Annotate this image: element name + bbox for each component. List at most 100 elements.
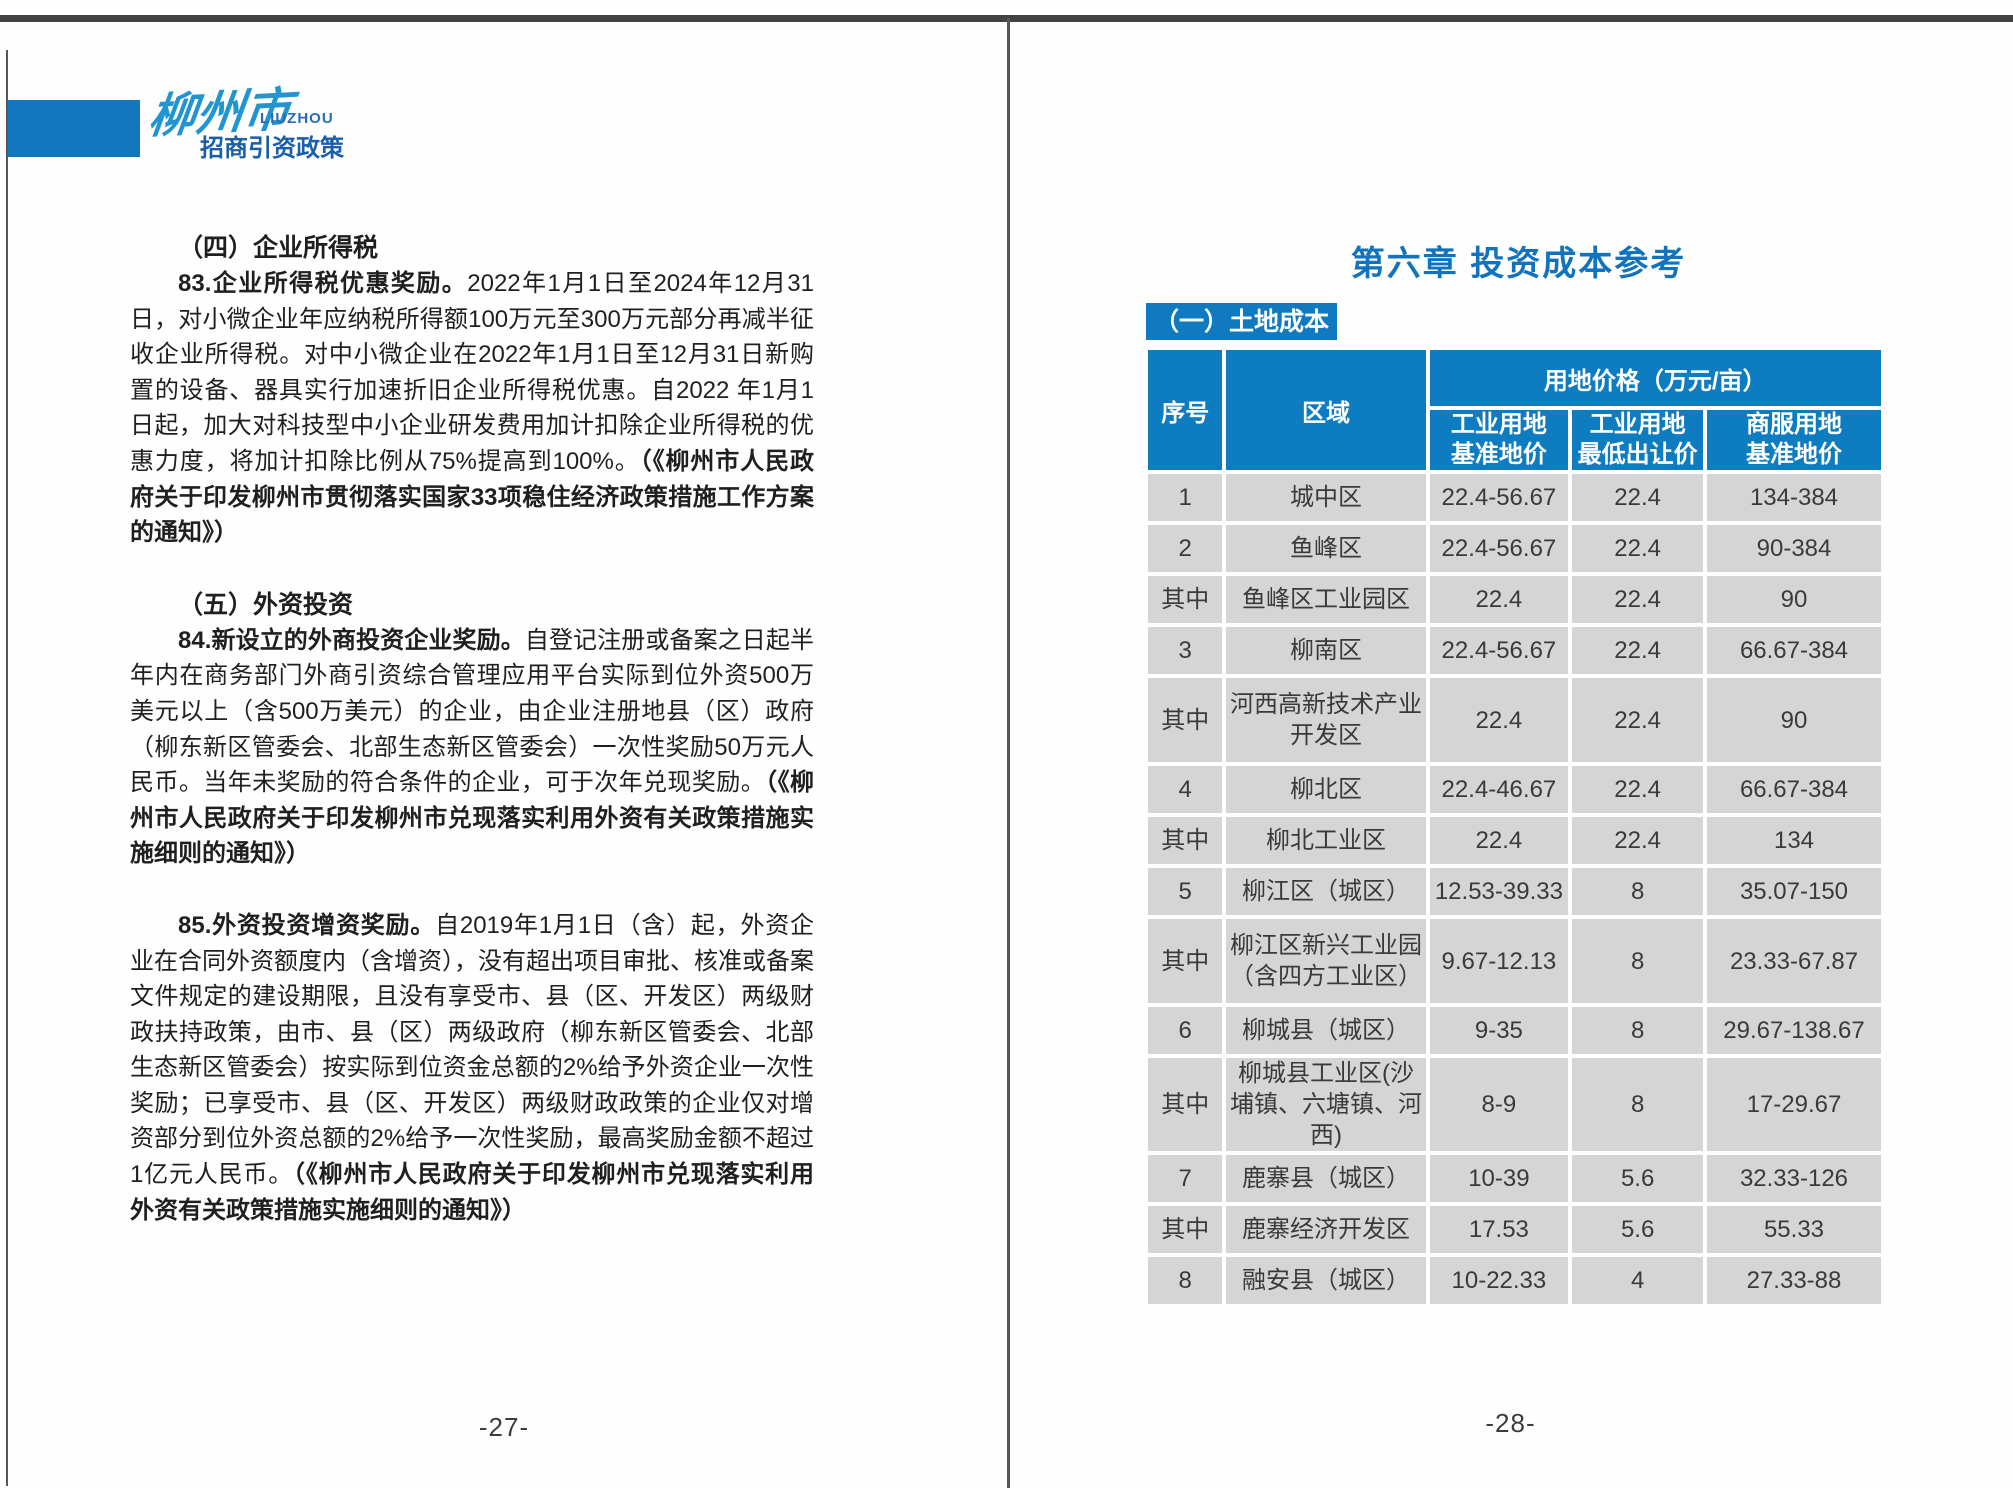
liuzhou-logo: 柳州市 LIUZHOU 招商引资政策: [8, 84, 348, 166]
para83-lead: 83.企业所得税优惠奖励。: [178, 270, 468, 297]
para84-citation: （《柳州市人民政府关于印发柳州市兑现落实利用外资有关政策措施实施细则的通知》）: [130, 769, 814, 868]
cell-seq: 其中: [1148, 919, 1223, 1003]
section-heading-4: （四）企业所得税: [178, 234, 379, 262]
cell-seq: 8: [1148, 1257, 1223, 1304]
cell-region: 融安县（城区）: [1226, 1257, 1426, 1304]
table-header-row-2: 工业用地 基准地价 工业用地 最低出让价 商服用地 基准地价: [1148, 410, 1881, 470]
cell-industrial-base: 22.4-46.67: [1429, 766, 1569, 813]
cell-commercial-base: 90-384: [1706, 525, 1881, 572]
logo-blue-rectangle: [8, 100, 140, 157]
cell-commercial-base: 35.07-150: [1706, 868, 1881, 915]
cell-commercial-base: 32.33-126: [1706, 1155, 1881, 1202]
cell-seq: 2: [1148, 525, 1223, 572]
cell-industrial-min: 4: [1572, 1257, 1703, 1304]
page-divider-line: [1007, 18, 1010, 1488]
cell-region: 柳南区: [1226, 627, 1426, 674]
cell-region: 鹿寨县（城区）: [1226, 1155, 1426, 1202]
cell-industrial-min: 8: [1572, 919, 1703, 1003]
cell-region: 柳城县工业区(沙埔镇、六塘镇、河西): [1226, 1058, 1426, 1151]
cell-seq: 6: [1148, 1007, 1223, 1054]
cell-industrial-base: 22.4-56.67: [1429, 525, 1569, 572]
table-row: 2 鱼峰区 22.4-56.67 22.4 90-384: [1148, 525, 1881, 572]
cell-industrial-min: 5.6: [1572, 1206, 1703, 1253]
cell-industrial-base: 10-22.33: [1429, 1257, 1569, 1304]
cell-region: 鹿寨经济开发区: [1226, 1206, 1426, 1253]
table-row: 4 柳北区 22.4-46.67 22.4 66.67-384: [1148, 766, 1881, 813]
table-row: 7 鹿寨县（城区） 10-39 5.6 32.33-126: [1148, 1155, 1881, 1202]
cell-industrial-base: 12.53-39.33: [1429, 868, 1569, 915]
paragraph-83: 83.企业所得税优惠奖励。2022年1月1日至2024年12月31日，对小微企业…: [130, 266, 814, 551]
left-page-content: （四）企业所得税 83.企业所得税优惠奖励。2022年1月1日至2024年12月…: [130, 230, 814, 1228]
cell-industrial-base: 22.4: [1429, 678, 1569, 762]
cell-industrial-min: 22.4: [1572, 678, 1703, 762]
cell-commercial-base: 29.67-138.67: [1706, 1007, 1881, 1054]
cell-region: 鱼峰区: [1226, 525, 1426, 572]
cell-commercial-base: 134-384: [1706, 474, 1881, 521]
table-row: 8 融安县（城区） 10-22.33 4 27.33-88: [1148, 1257, 1881, 1304]
para85-citation: （《柳州市人民政府关于印发柳州市兑现落实利用外资有关政策措施实施细则的通知》）: [130, 1161, 814, 1224]
table-row: 5 柳江区（城区） 12.53-39.33 8 35.07-150: [1148, 868, 1881, 915]
header-region: 区域: [1226, 350, 1426, 470]
para85-body: 自2019年1月1日（含）起，外资企业在合同外资额度内（含增资），没有超出项目审…: [130, 911, 814, 1189]
cell-commercial-base: 66.67-384: [1706, 627, 1881, 674]
cell-industrial-min: 8: [1572, 1007, 1703, 1054]
para83-body: 2022年1月1日至2024年12月31日，对小微企业年应纳税所得额100万元至…: [130, 270, 814, 475]
cell-commercial-base: 66.67-384: [1706, 766, 1881, 813]
header-seq: 序号: [1148, 350, 1223, 470]
cell-industrial-min: 8: [1572, 868, 1703, 915]
cell-seq: 其中: [1148, 678, 1223, 762]
table-row: 其中 鱼峰区工业园区 22.4 22.4 90: [1148, 576, 1881, 623]
cell-commercial-base: 17-29.67: [1706, 1058, 1881, 1151]
cell-commercial-base: 55.33: [1706, 1206, 1881, 1253]
section-heading-5: （五）外资投资: [178, 590, 354, 619]
section-badge-land-cost: （一）土地成本: [1146, 303, 1337, 340]
cell-industrial-base: 10-39: [1429, 1155, 1569, 1202]
cell-industrial-base: 17.53: [1429, 1206, 1569, 1253]
paragraph-84: 84.新设立的外商投资企业奖励。自登记注册或备案之日起半年内在商务部门外商引资综…: [130, 623, 814, 872]
cell-seq: 其中: [1148, 1206, 1223, 1253]
cell-seq: 其中: [1148, 576, 1223, 623]
header-price-group: 用地价格（万元/亩）: [1429, 350, 1881, 406]
cell-industrial-base: 22.4: [1429, 817, 1569, 864]
cell-seq: 7: [1148, 1155, 1223, 1202]
cell-industrial-min: 8: [1572, 1058, 1703, 1151]
cell-seq: 3: [1148, 627, 1223, 674]
para84-lead: 84.新设立的外商投资企业奖励。: [178, 626, 525, 654]
cell-seq: 1: [1148, 474, 1223, 521]
header-commercial-base-line1: 商服用地: [1745, 411, 1842, 438]
cell-region: 河西高新技术产业开发区: [1226, 678, 1426, 762]
cell-region: 柳城县（城区）: [1226, 1007, 1426, 1054]
cell-commercial-base: 90: [1706, 576, 1881, 623]
cell-industrial-min: 22.4: [1572, 627, 1703, 674]
cell-seq: 其中: [1148, 1058, 1223, 1151]
header-industrial-min-line2: 最低出让价: [1577, 441, 1698, 468]
cell-commercial-base: 23.33-67.87: [1706, 919, 1881, 1003]
cell-region: 城中区: [1226, 474, 1426, 521]
header-industrial-base: 工业用地 基准地价: [1429, 410, 1569, 470]
cell-industrial-base: 9.67-12.13: [1429, 919, 1569, 1003]
table-row: 其中 鹿寨经济开发区 17.53 5.6 55.33: [1148, 1206, 1881, 1253]
table-row: 其中 柳北工业区 22.4 22.4 134: [1148, 817, 1881, 864]
page-number-28: -28-: [1485, 1408, 1536, 1438]
paragraph-85: 85.外资投资增资奖励。自2019年1月1日（含）起，外资企业在合同外资额度内（…: [130, 908, 814, 1228]
table-row: 其中 柳江区新兴工业园（含四方工业区） 9.67-12.13 8 23.33-6…: [1148, 919, 1881, 1003]
para85-lead: 85.外资投资增资奖励。: [178, 911, 436, 939]
cell-industrial-min: 22.4: [1572, 817, 1703, 864]
para83-citation: （《柳州市人民政府关于印发柳州市贯彻落实国家33项稳住经济政策措施工作方案的通知…: [130, 447, 815, 547]
logo-subtitle: 招商引资政策: [200, 136, 344, 162]
table-header-row-1: 序号 区域 用地价格（万元/亩）: [1148, 350, 1881, 470]
header-industrial-min: 工业用地 最低出让价: [1572, 410, 1703, 470]
left-frame-line: [6, 50, 8, 1486]
header-industrial-base-line2: 基准地价: [1450, 441, 1547, 468]
cell-region: 鱼峰区工业园区: [1226, 576, 1426, 623]
cell-industrial-base: 22.4-56.67: [1429, 627, 1569, 674]
header-commercial-base-line2: 基准地价: [1745, 441, 1842, 468]
header-industrial-min-line1: 工业用地: [1589, 411, 1686, 438]
cell-commercial-base: 90: [1706, 678, 1881, 762]
cell-seq: 4: [1148, 766, 1223, 813]
page-number-27: -27-: [478, 1412, 530, 1442]
table-row: 1 城中区 22.4-56.67 22.4 134-384: [1148, 474, 1881, 521]
logo-city-latin: LIUZHOU: [260, 110, 334, 127]
land-cost-table: 序号 区域 用地价格（万元/亩） 工业用地 基准地价 工业用地 最低出让价 商服…: [1144, 346, 1885, 1308]
cell-industrial-base: 22.4-56.67: [1429, 474, 1569, 521]
